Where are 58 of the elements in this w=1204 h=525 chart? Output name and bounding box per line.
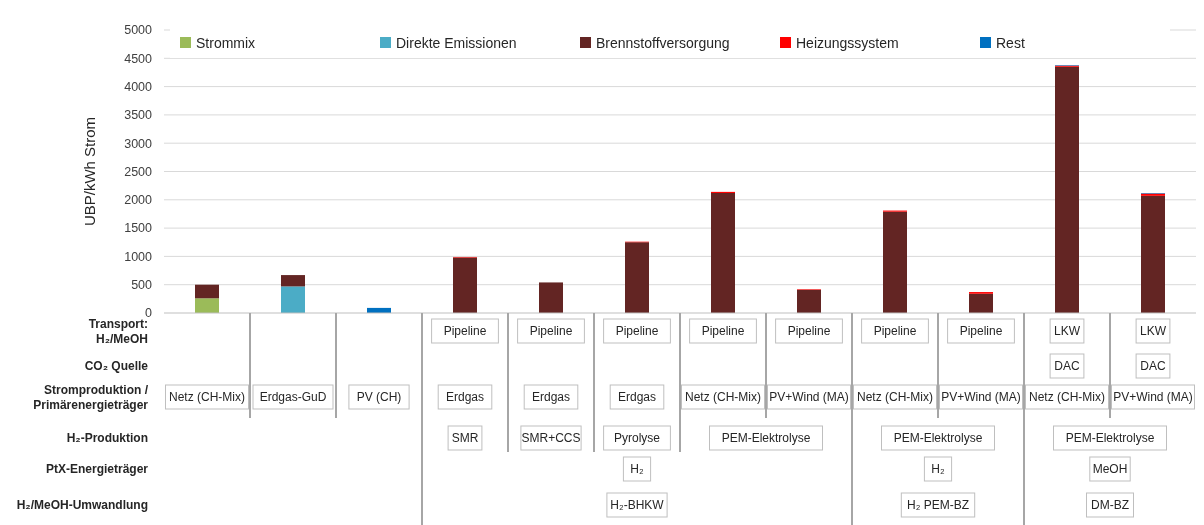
text: H₂ PEM-BZ [907, 498, 969, 513]
text: Transport: H₂/MeOH [88, 316, 148, 346]
text: PEM-Elektrolyse [721, 431, 811, 446]
legend-label: Heizungssystem [796, 34, 899, 51]
text: Erdgas [531, 390, 571, 405]
text: H₂-Produktion [66, 431, 148, 446]
text: H₂/MeOH-Umwandlung [16, 498, 148, 513]
text: Netz (CH-Mix) [169, 390, 245, 405]
text: DAC [1054, 359, 1080, 374]
text: DM-BZ [1091, 498, 1129, 513]
text: LKW [1139, 324, 1167, 339]
y-tick-label: 4000 [124, 79, 153, 94]
y-tick-label: 4500 [124, 51, 153, 66]
text: MeOH [1092, 462, 1128, 477]
text: H₂ [931, 462, 945, 477]
text: Pipeline [701, 324, 745, 339]
legend-label: Strommix [196, 34, 256, 51]
y-tick-label: 1000 [124, 249, 153, 264]
text: PEM-Elektrolyse [1065, 431, 1155, 446]
legend-label: Direkte Emissionen [396, 34, 517, 51]
text: LKW [1053, 324, 1081, 339]
text: H₂-BHKW [610, 498, 665, 513]
y-tick-label: 1500 [124, 221, 153, 236]
y-tick-label: 3000 [124, 136, 153, 151]
text: PV+Wind (MA) [769, 390, 849, 405]
y-tick-label: 500 [131, 278, 153, 293]
text: H₂ [630, 462, 644, 477]
text: Erdgas [617, 390, 657, 405]
text: Netz (CH-Mix) [685, 390, 761, 405]
text: Erdgas-GuD [259, 390, 327, 405]
y-tick-label: 2000 [124, 193, 153, 208]
text: SMR [451, 431, 479, 446]
text: Netz (CH-Mix) [857, 390, 933, 405]
text: Pipeline [959, 324, 1003, 339]
y-tick-label: 3500 [124, 108, 153, 123]
text: PV+Wind (MA) [941, 390, 1021, 405]
text: PEM-Elektrolyse [893, 431, 983, 446]
y-tick-label: 2500 [124, 164, 153, 179]
y-axis-title: UBP/kWh Strom [81, 116, 98, 227]
text: PV (CH) [356, 390, 402, 405]
text: SMR+CCS [521, 431, 581, 446]
text: Pipeline [615, 324, 659, 339]
text: Pyrolyse [613, 431, 661, 446]
text: Pipeline [443, 324, 487, 339]
text: Pipeline [873, 324, 917, 339]
text: Pipeline [529, 324, 573, 339]
text: CO₂ Quelle [84, 359, 149, 374]
y-tick-label: 0 [145, 306, 153, 321]
legend-label: Brennstoffversorgung [596, 34, 730, 51]
text: PtX-Energieträger [45, 462, 149, 477]
text: Pipeline [787, 324, 831, 339]
text: Netz (CH-Mix) [1029, 390, 1105, 405]
text: DAC [1140, 359, 1166, 374]
text: Erdgas [445, 390, 485, 405]
y-tick-label: 5000 [124, 23, 153, 38]
text: PV+Wind (MA) [1113, 390, 1193, 405]
legend-label: Rest [996, 34, 1025, 51]
text: Stromproduktion / Primärenergieträger [33, 382, 149, 412]
